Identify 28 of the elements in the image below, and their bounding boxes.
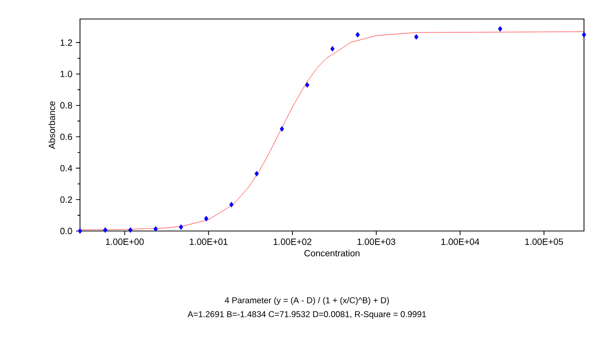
point <box>280 126 284 132</box>
text: A=1.2691 B=-1.4834 C=71.9532 D=0.0081, R-Square = 0.9991 <box>188 311 426 319</box>
x-tick-label: 1.00E+01 <box>190 238 228 245</box>
x-tick-label: 1.00E+03 <box>358 238 396 245</box>
y-tick-label: 0.6 <box>60 134 72 140</box>
point <box>154 226 158 232</box>
point <box>305 82 310 88</box>
x-axis-title: Concentration <box>304 250 360 256</box>
x-tick-label: 1.00E+04 <box>441 238 480 245</box>
x-tick-label: 1.00E+05 <box>525 238 563 245</box>
y-tick-label: 0.8 <box>60 102 72 109</box>
y-tick-label: 0.2 <box>60 196 72 203</box>
point <box>178 224 184 230</box>
point <box>103 227 108 233</box>
point <box>254 170 259 176</box>
y-tick-label: 1.2 <box>60 39 72 46</box>
point <box>229 202 234 208</box>
y-tick-label: 0.0 <box>60 228 72 234</box>
point <box>78 228 82 234</box>
y-tick-label: 0.4 <box>60 164 72 172</box>
text: 4 Parameter (y = (A - D) / (1 + (x/C)^B) + D) <box>224 297 389 305</box>
y-axis-title: Absorbance <box>48 101 56 149</box>
point <box>128 227 133 233</box>
x-tick-label: 1.00E+02 <box>274 238 312 245</box>
y-tick-label: 1.0 <box>60 70 72 78</box>
point <box>330 46 335 52</box>
point <box>204 216 208 222</box>
x-tick-label: 1.00E+00 <box>106 238 144 245</box>
